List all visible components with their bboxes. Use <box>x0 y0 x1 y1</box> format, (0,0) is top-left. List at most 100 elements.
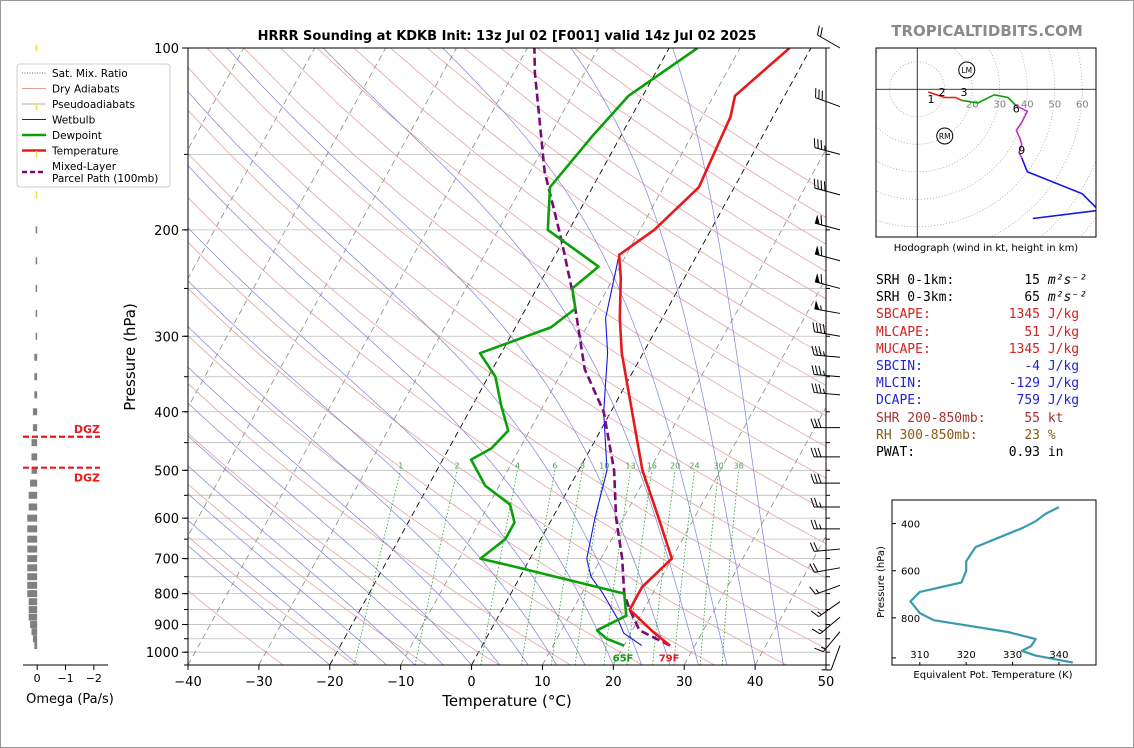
mixing-ratio-line <box>550 470 583 665</box>
param-value: -129 <box>1008 376 1040 392</box>
omega-bar <box>27 525 38 533</box>
wind-barb-staff <box>814 222 841 231</box>
wind-barb-staff <box>817 34 841 49</box>
series-mixed-layer-parcel-path-100mb <box>533 48 671 647</box>
hodograph-segment <box>1021 157 1096 220</box>
omega-bar <box>35 332 38 340</box>
skewt-plot-frame <box>187 47 827 666</box>
wind-barb-full <box>810 519 815 530</box>
wind-barb-full <box>815 322 819 333</box>
mixing-ratio-line <box>414 470 458 665</box>
dry-adiabat <box>188 483 428 665</box>
wind-barb <box>811 365 841 378</box>
moist-adiabat <box>570 48 756 665</box>
x-tick-label: −40 <box>174 675 201 690</box>
param-label: SHR 200-850mb: <box>876 410 986 426</box>
wind-barb-staff <box>814 253 841 262</box>
wind-barb <box>809 542 841 552</box>
wind-barb-full <box>813 178 816 189</box>
omega-bar <box>27 590 38 598</box>
moist-adiabat <box>188 326 529 665</box>
mixing-ratio-line <box>721 470 739 665</box>
wind-barb-staff <box>814 392 841 396</box>
omega-bar <box>34 373 38 381</box>
param-unit: J/kg <box>1040 376 1080 392</box>
wind-barb <box>814 214 841 231</box>
mixing-ratio-line <box>480 470 518 665</box>
param-row: SRH 0-3km: 65 m²s⁻² <box>876 289 1087 306</box>
hodograph-segment <box>1015 105 1029 159</box>
wind-barb <box>810 447 840 458</box>
omega-bar <box>35 309 38 317</box>
moist-adiabat <box>672 48 784 665</box>
wind-barb-staff <box>819 616 841 635</box>
wind-barb-full <box>810 418 815 428</box>
wind-barb <box>810 601 841 618</box>
dry-adiabat <box>426 48 826 328</box>
omega-bar <box>31 439 38 447</box>
wind-barb-full <box>811 628 821 635</box>
wind-barb-staff <box>814 567 841 573</box>
x-tick-label: 10 <box>534 675 551 690</box>
param-unit: J/kg <box>1040 341 1080 357</box>
wind-barb-full <box>812 322 815 332</box>
wind-barb <box>810 497 840 508</box>
param-unit: J/kg <box>1040 359 1080 374</box>
y-tick-label: 800 <box>154 588 179 603</box>
dry-adiabat <box>280 48 826 447</box>
param-value: 15 <box>1024 273 1040 288</box>
dry-adiabat <box>243 48 826 479</box>
theta-e-x-tick-label: 310 <box>910 650 929 661</box>
moist-adiabat <box>188 465 416 665</box>
wind-barb-full <box>814 497 818 508</box>
wind-barb-half <box>820 646 826 650</box>
param-value: -4 <box>1024 359 1040 374</box>
wind-barb-full <box>810 610 819 618</box>
omega-bar <box>27 555 38 563</box>
mixing-ratio-line <box>521 470 556 665</box>
isotherm-line <box>258 48 599 665</box>
theta-e-y-tick-label: 400 <box>901 520 920 531</box>
wind-barb-full <box>823 181 826 191</box>
wind-barb-full <box>820 180 823 190</box>
isotherm-line <box>188 48 457 537</box>
wind-barb-pennant <box>814 214 820 225</box>
wind-barb-full <box>810 447 815 458</box>
wind-barb <box>811 616 841 635</box>
omega-tick-label: −2 <box>86 672 102 685</box>
omega-tick-label: −1 <box>57 672 73 685</box>
surface-dewpoint-label: 65F <box>613 654 634 665</box>
moist-adiabat <box>188 435 444 665</box>
theta-e-axes: 310 320 330 340 400 600 800 <box>892 520 1068 665</box>
omega-bar <box>34 391 38 399</box>
wind-barb <box>816 25 841 49</box>
wind-barb-pennant <box>814 273 820 283</box>
skewt-series <box>469 48 791 647</box>
dry-adiabat <box>353 48 826 386</box>
wind-barb-full <box>817 447 822 458</box>
param-label: SBCIN: <box>876 359 923 374</box>
wind-barb-staff <box>814 281 841 289</box>
omega-bar <box>31 466 38 474</box>
mixing-ratio-label: 20 <box>670 461 680 470</box>
param-row: SHR 200-850mb: 55 kt <box>876 410 1063 427</box>
x-tick-label: 40 <box>747 675 764 690</box>
y-tick-label: 400 <box>154 406 179 421</box>
isotherm-line <box>188 48 386 409</box>
x-tick-label: 30 <box>676 675 693 690</box>
wind-barb-full <box>814 473 818 484</box>
wind-barb-pennant <box>814 300 820 310</box>
omega-bar <box>31 453 38 461</box>
param-value: 759 <box>1016 393 1040 409</box>
theta-e-x-tick-label: 340 <box>1049 650 1068 661</box>
wind-barb-full <box>809 542 815 552</box>
wind-barb-full <box>820 27 823 37</box>
omega-bar <box>27 573 38 581</box>
omega-bar <box>35 191 38 199</box>
wind-barb-full <box>810 497 815 508</box>
mixing-ratio-label: 10 <box>599 461 609 470</box>
param-label: MLCIN: <box>876 376 923 392</box>
wind-barb-full <box>819 323 822 334</box>
dry-adiabat <box>188 109 826 579</box>
wind-barb-staff <box>814 187 841 196</box>
